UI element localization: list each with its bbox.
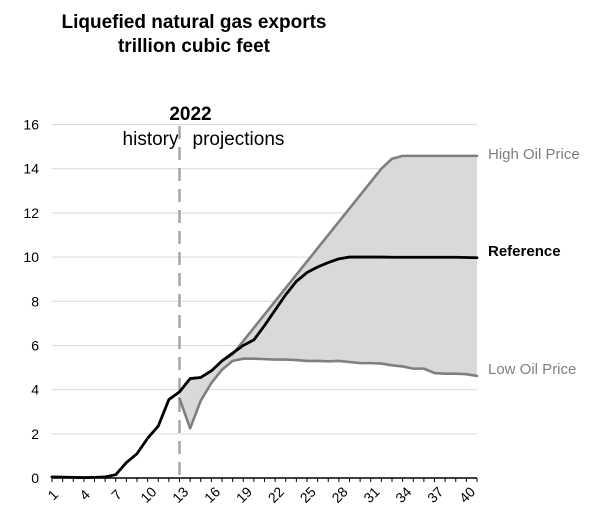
x-tick-label: 28	[328, 483, 350, 505]
y-tick-label: 2	[31, 426, 39, 442]
history-label: history	[123, 129, 179, 150]
price-range-band	[179, 155, 477, 429]
x-tick-label: 25	[297, 483, 319, 505]
x-tick-label: 16	[201, 483, 223, 505]
chart-title: Liquefied natural gas exports	[62, 12, 327, 33]
range-band-area	[179, 155, 477, 429]
x-axis: 1 4 7 10 13 16 19 22 25 28 31 34 37 40	[44, 477, 478, 506]
y-tick-label: 14	[23, 161, 39, 177]
y-tick-label: 4	[31, 382, 39, 398]
x-tick-label: 19	[233, 483, 255, 505]
x-tick-label: 40	[456, 483, 478, 505]
series-labels: High Oil Price Reference Low Oil Price	[488, 146, 580, 378]
low-oil-price-label: Low Oil Price	[488, 361, 576, 378]
x-tick-label: 4	[76, 486, 93, 503]
y-tick-label: 10	[23, 249, 39, 265]
x-tick-label: 37	[424, 483, 446, 505]
y-tick-label: 16	[23, 117, 39, 133]
divider-year-label: 2022	[169, 104, 211, 125]
history-projection-divider: 2022 history projections	[123, 104, 285, 478]
y-tick-label: 0	[31, 470, 39, 486]
x-tick-label: 7	[108, 486, 125, 503]
y-tick-label: 8	[31, 293, 39, 309]
low-oil-price-line	[178, 357, 479, 430]
x-tick-label: 1	[44, 486, 61, 503]
reference-line	[50, 255, 479, 479]
x-tick-label: 10	[137, 483, 159, 505]
x-tick-label: 31	[360, 483, 382, 505]
x-tick-label: 34	[392, 483, 414, 505]
y-axis-tick-labels: 0 2 4 6 8 10 12 14 16	[23, 117, 39, 487]
x-tick-label: 13	[169, 483, 191, 505]
reference-label: Reference	[488, 243, 561, 260]
projections-label: projections	[193, 129, 285, 150]
high-oil-price-label: High Oil Price	[488, 146, 580, 163]
chart-subtitle: trillion cubic feet	[118, 36, 271, 57]
x-tick-label: 22	[265, 483, 287, 505]
y-tick-label: 12	[23, 205, 39, 221]
y-tick-label: 6	[31, 337, 39, 353]
series-lines	[50, 154, 479, 479]
